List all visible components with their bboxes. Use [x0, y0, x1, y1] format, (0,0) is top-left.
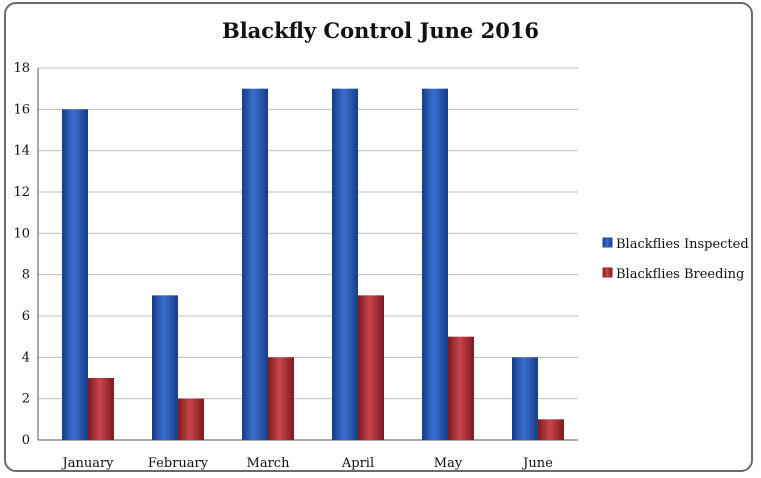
- y-tick-label: 0: [22, 433, 30, 448]
- x-tick-label: January: [60, 456, 114, 471]
- grid-lines: [38, 67, 578, 400]
- y-tick-label: 10: [13, 226, 30, 241]
- y-tick-label: 2: [22, 392, 30, 407]
- bar-breeding-march: [268, 357, 294, 440]
- x-tick-label: May: [434, 456, 463, 471]
- bar-inspected-may: [422, 88, 448, 441]
- bar-inspected-march: [242, 88, 268, 441]
- legend-swatch-breeding: [602, 267, 613, 278]
- bars: [62, 88, 564, 441]
- x-tick-label: March: [247, 456, 291, 471]
- y-tick-label: 12: [13, 185, 30, 200]
- bar-inspected-june: [512, 357, 538, 440]
- y-tick-label: 4: [22, 350, 30, 365]
- x-tick-label: June: [521, 456, 553, 471]
- y-tick-label: 18: [13, 61, 30, 76]
- legend: Blackflies Inspected Blackflies Breeding: [602, 237, 749, 282]
- y-tick-label: 8: [22, 268, 30, 283]
- y-tick-label: 16: [13, 102, 30, 117]
- bar-breeding-june: [538, 419, 564, 440]
- legend-label-breeding: Blackflies Breeding: [616, 267, 744, 282]
- y-tick-label: 14: [13, 144, 30, 159]
- bar-inspected-january: [62, 109, 88, 440]
- bar-inspected-april: [332, 88, 358, 441]
- x-tick-label: April: [341, 456, 374, 471]
- bar-inspected-february: [152, 295, 178, 440]
- y-tick-label: 6: [22, 309, 30, 324]
- tick-labels: 0 2 4 6 8 10 12 14 16 18 January February March April…: [13, 61, 553, 471]
- bar-breeding-february: [178, 398, 204, 440]
- bar-breeding-may: [448, 336, 474, 440]
- axes: [37, 68, 578, 441]
- x-tick-label: February: [148, 456, 209, 471]
- bar-breeding-january: [88, 378, 114, 440]
- chart-title: Blackfly Control June 2016: [221, 18, 540, 43]
- legend-swatch-inspected: [602, 237, 613, 248]
- legend-label-inspected: Blackflies Inspected: [616, 237, 749, 252]
- bar-breeding-april: [358, 295, 384, 440]
